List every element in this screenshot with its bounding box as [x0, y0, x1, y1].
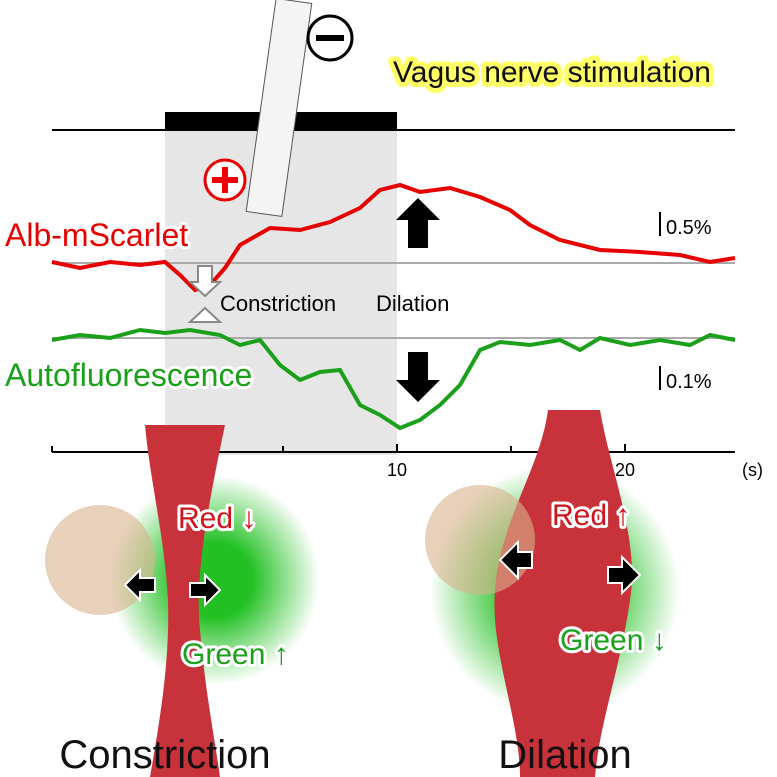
scale-label: 0.5% [666, 217, 712, 239]
red-trace [51, 182, 736, 293]
scale-label: 0.1% [666, 371, 712, 393]
minus-sign [316, 35, 344, 41]
down-arrow [396, 352, 440, 402]
green-label: Green ↓ [560, 624, 667, 657]
green-trace [51, 327, 736, 431]
red-label: Red ↓ [178, 502, 256, 535]
hollow-down-arrow [187, 265, 223, 298]
outward-arrow [498, 539, 533, 581]
tick-label: 20 [615, 460, 635, 480]
panel-caption: Constriction [59, 733, 270, 777]
inward-arrow [123, 567, 156, 603]
red-label: Red ↑ [552, 499, 630, 532]
inward-arrow [189, 572, 222, 608]
vessel-constricted [145, 425, 225, 777]
axis-unit: (s) [742, 460, 763, 480]
green-trace-label: Autofluorescence [5, 357, 252, 393]
tick-label: 10 [387, 460, 407, 480]
nerve [245, 0, 313, 217]
vessel-dilated [494, 410, 633, 777]
phase-label: Constriction [220, 291, 336, 316]
red-trace-label: Alb-mScarlet [5, 217, 188, 253]
green-label: Green ↑ [182, 638, 289, 671]
panel-caption: Dilation [498, 733, 631, 777]
outward-arrow [607, 554, 642, 596]
hollow-up-arrow [187, 306, 223, 323]
plus-sign [222, 167, 228, 193]
phase-label: Dilation [376, 291, 449, 316]
title: Vagus nerve stimulation [393, 56, 711, 89]
up-arrow [396, 198, 440, 248]
